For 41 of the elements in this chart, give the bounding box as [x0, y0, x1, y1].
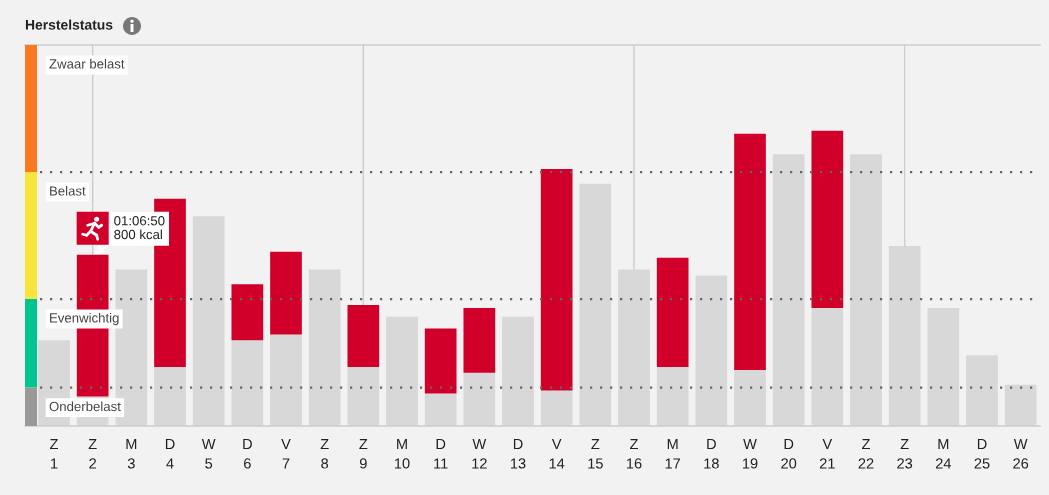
- bar: [656, 257, 689, 367]
- x-tick-label: Z 9: [359, 439, 368, 469]
- x-tick-label: W 26: [1013, 439, 1029, 469]
- x-tick-label: D 25: [974, 439, 990, 469]
- bar: [270, 251, 302, 335]
- x-tick-label: W 12: [472, 439, 487, 469]
- x-tick-label: M 17: [665, 439, 681, 469]
- x-tick-label: Z 1: [50, 439, 58, 469]
- ref-line-label: Evenwichtig: [50, 312, 119, 326]
- x-tick-label: Z 22: [858, 439, 874, 469]
- chart-title: Herstelstatus: [25, 19, 113, 30]
- x-tick-label: Z 8: [320, 439, 329, 469]
- bar: [424, 328, 457, 394]
- x-tick-label: Z 2: [88, 439, 97, 469]
- x-tick-label: D 18: [704, 439, 719, 469]
- x-tick-label: D 20: [781, 439, 797, 469]
- x-tick-label: W 19: [743, 439, 758, 469]
- x-tick-label: Z 23: [897, 439, 913, 469]
- x-tick-label: Z 15: [588, 439, 603, 469]
- x-tick-label: M 24: [935, 439, 952, 469]
- bar: [347, 304, 380, 367]
- bar: [811, 130, 844, 308]
- bar: [540, 169, 573, 391]
- ref-line-label: Onderbelast: [49, 401, 121, 412]
- bar: [463, 307, 496, 373]
- x-tick-label: D 4: [165, 439, 175, 469]
- x-tick-label: W 5: [201, 439, 216, 469]
- annotation: 01:06:50 800 kcal: [114, 216, 165, 240]
- x-tick-label: M 10: [395, 439, 410, 469]
- x-tick-label: D 6: [243, 439, 252, 469]
- x-tick-label: V 21: [819, 439, 835, 469]
- bar: [231, 284, 264, 341]
- x-tick-label: V 14: [549, 439, 565, 469]
- x-tick-label: D 11: [434, 439, 448, 469]
- ref-line-label: Belast: [50, 185, 86, 196]
- x-tick-label: V 7: [281, 439, 291, 469]
- bar: [734, 133, 766, 370]
- x-tick-label: D 13: [511, 439, 526, 469]
- x-tick-label: Z 16: [627, 439, 642, 469]
- text: Zwaar belast: [49, 58, 125, 69]
- x-tick-label: M 3: [126, 439, 137, 469]
